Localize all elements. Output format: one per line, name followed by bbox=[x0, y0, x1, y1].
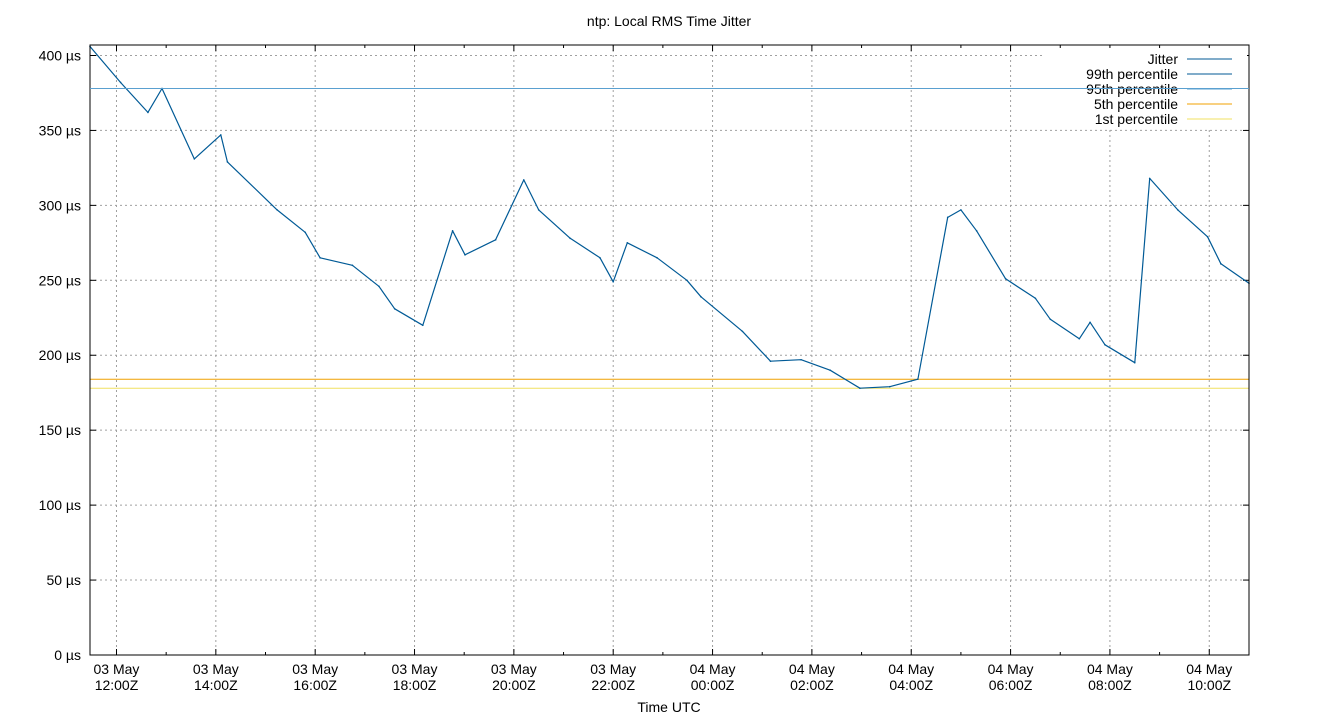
legend-label: 99th percentile bbox=[1086, 66, 1178, 82]
jitter-point bbox=[494, 239, 497, 241]
x-tick-time-label: 18:00Z bbox=[393, 677, 437, 693]
x-tick-date-label: 04 May bbox=[988, 661, 1034, 677]
jitter-point bbox=[917, 378, 919, 381]
y-axis-ticks: 0 µs 50 µs 100 µs 150 µs 200 µs 250 µs 300 µs 3… bbox=[39, 47, 1249, 663]
jitter-point bbox=[829, 369, 831, 372]
jitter-point bbox=[378, 285, 380, 288]
jitter-point bbox=[464, 254, 466, 256]
x-tick-time-label: 20:00Z bbox=[492, 677, 536, 693]
x-axis-label: Time UTC bbox=[637, 699, 700, 715]
x-tick-date-label: 03 May bbox=[491, 661, 537, 677]
x-tick-date-label: 03 May bbox=[193, 661, 239, 677]
jitter-point bbox=[522, 179, 525, 181]
jitter-point bbox=[769, 360, 772, 363]
x-tick-time-label: 12:00Z bbox=[95, 677, 139, 693]
x-tick-time-label: 16:00Z bbox=[293, 677, 337, 693]
jitter-point bbox=[1177, 209, 1179, 211]
legend-label: Jitter bbox=[1148, 51, 1179, 67]
jitter-point bbox=[686, 279, 688, 282]
jitter-point bbox=[599, 257, 601, 259]
chart-title: ntp: Local RMS Time Jitter bbox=[587, 13, 752, 29]
jitter-point bbox=[220, 134, 222, 136]
x-tick-time-label: 08:00Z bbox=[1088, 677, 1132, 693]
jitter-point bbox=[193, 158, 196, 160]
y-tick-label: 200 µs bbox=[39, 347, 81, 363]
legend-label: 95th percentile bbox=[1086, 81, 1178, 97]
legend-label: 5th percentile bbox=[1094, 96, 1178, 112]
y-tick-label: 150 µs bbox=[39, 422, 81, 438]
jitter-point bbox=[1206, 236, 1209, 238]
jitter-point bbox=[421, 324, 424, 327]
jitter-point bbox=[1078, 337, 1081, 340]
x-tick-time-label: 22:00Z bbox=[591, 677, 635, 693]
x-tick-time-label: 10:00Z bbox=[1187, 677, 1231, 693]
jitter-point bbox=[393, 307, 396, 310]
jitter-point bbox=[451, 230, 454, 232]
x-tick-time-label: 06:00Z bbox=[989, 677, 1033, 693]
jitter-point bbox=[975, 230, 978, 232]
y-tick-label: 100 µs bbox=[39, 497, 81, 513]
jitter-series-line bbox=[89, 46, 1250, 389]
jitter-point bbox=[147, 111, 149, 114]
x-tick-date-label: 04 May bbox=[690, 661, 736, 677]
plot-frame bbox=[89, 44, 1250, 656]
jitter-point bbox=[800, 358, 802, 361]
x-tick-time-label: 14:00Z bbox=[194, 677, 238, 693]
x-tick-date-label: 03 May bbox=[590, 661, 636, 677]
jitter-point bbox=[276, 209, 278, 211]
series-group bbox=[89, 45, 1250, 390]
grid-lines bbox=[90, 45, 1249, 655]
percentile-lines bbox=[90, 87, 1249, 389]
jitter-point bbox=[859, 387, 861, 390]
y-tick-label: 50 µs bbox=[46, 572, 81, 588]
jitter-point bbox=[304, 231, 307, 234]
jitter-point bbox=[1220, 263, 1222, 265]
jitter-point bbox=[319, 257, 321, 259]
x-tick-time-label: 02:00Z bbox=[790, 677, 834, 693]
jitter-point bbox=[1148, 177, 1151, 180]
jitter-point bbox=[656, 257, 658, 259]
y-tick-label: 0 µs bbox=[54, 647, 81, 663]
jitter-points bbox=[89, 45, 1250, 390]
y-tick-label: 400 µs bbox=[39, 47, 81, 63]
y-tick-label: 300 µs bbox=[39, 197, 81, 213]
jitter-point bbox=[1049, 318, 1052, 321]
x-tick-date-label: 04 May bbox=[888, 661, 934, 677]
y-tick-label: 250 µs bbox=[39, 272, 81, 288]
x-tick-date-label: 03 May bbox=[94, 661, 140, 677]
jitter-point bbox=[351, 264, 354, 267]
jitter-point bbox=[888, 385, 891, 388]
x-tick-date-label: 03 May bbox=[292, 661, 338, 677]
y-tick-label: 350 µs bbox=[39, 122, 81, 138]
jitter-point bbox=[612, 281, 615, 283]
x-tick-time-label: 00:00Z bbox=[691, 677, 735, 693]
jitter-point bbox=[960, 209, 962, 211]
x-tick-date-label: 04 May bbox=[1186, 661, 1232, 677]
x-tick-date-label: 03 May bbox=[392, 661, 438, 677]
jitter-point bbox=[700, 295, 702, 298]
jitter-point bbox=[741, 330, 744, 333]
x-tick-date-label: 04 May bbox=[1087, 661, 1133, 677]
x-tick-date-label: 04 May bbox=[789, 661, 835, 677]
jitter-point bbox=[626, 242, 629, 244]
jitter-point bbox=[569, 237, 571, 240]
jitter-point bbox=[119, 81, 122, 84]
jitter-point bbox=[1104, 343, 1106, 346]
jitter-point bbox=[1089, 321, 1091, 324]
legend-label: 1st percentile bbox=[1095, 111, 1178, 127]
jitter-point bbox=[1004, 278, 1007, 280]
jitter-point bbox=[1034, 297, 1037, 300]
x-tick-time-label: 04:00Z bbox=[889, 677, 933, 693]
jitter-point bbox=[537, 209, 540, 211]
jitter-point bbox=[946, 216, 949, 219]
jitter-point bbox=[226, 161, 229, 163]
jitter-point bbox=[1133, 361, 1136, 364]
